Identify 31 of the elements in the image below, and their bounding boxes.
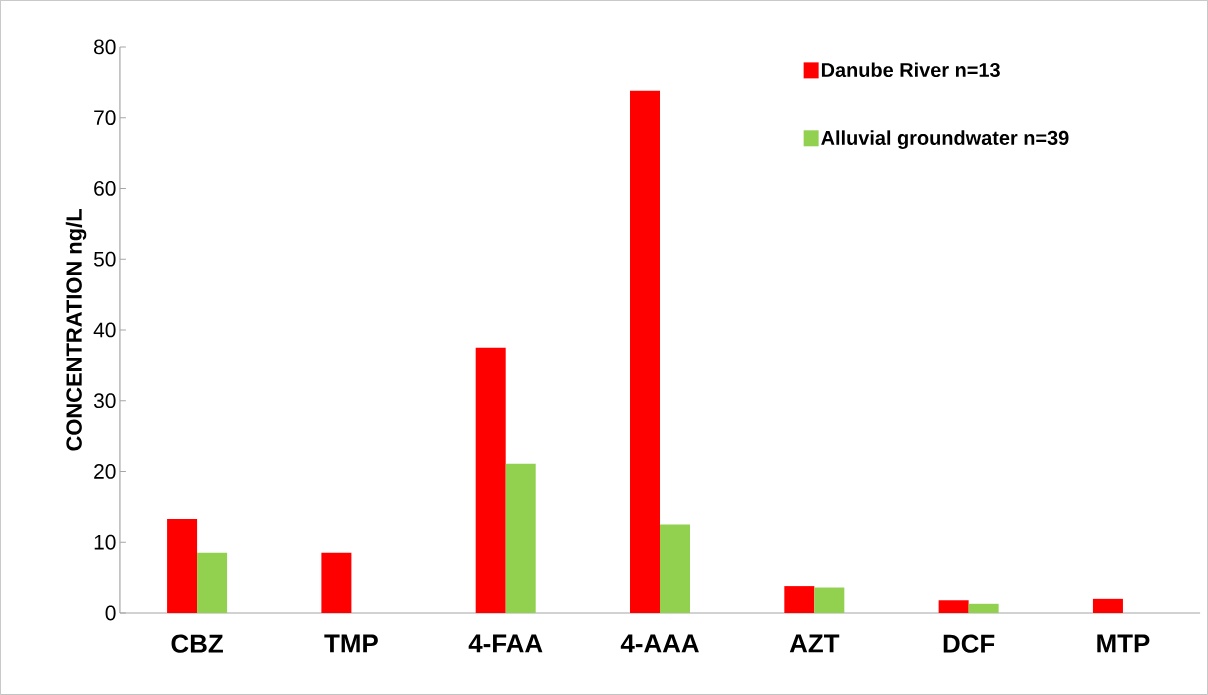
y-tick-label: 20 <box>94 464 116 479</box>
bar <box>938 600 969 614</box>
bar <box>475 347 506 614</box>
y-tick-label: 10 <box>94 534 116 550</box>
bar <box>197 552 228 614</box>
bar <box>660 524 691 614</box>
bar <box>630 90 661 614</box>
x-tick-label: TMP <box>324 634 378 653</box>
x-tick-label: AZT <box>789 634 840 653</box>
y-tick-label: 30 <box>93 393 116 409</box>
y-tick-label: 60 <box>94 181 116 196</box>
x-tick-label: DCF <box>943 634 995 653</box>
x-tick-label: MTP <box>1097 634 1150 653</box>
bar <box>1092 598 1123 614</box>
x-tick-label: CBZ <box>171 634 223 653</box>
x-tick-label: 4-AAA <box>620 634 699 653</box>
bar <box>505 463 536 614</box>
legend-label: Danube River n=13 <box>821 62 1000 78</box>
legend-label: Alluvial groundwater n=39 <box>821 130 1069 150</box>
y-tick-label: 50 <box>93 251 116 267</box>
bar <box>814 587 845 614</box>
y-tick-label: 70 <box>94 110 116 126</box>
bar <box>784 586 815 614</box>
y-tick-label: 40 <box>93 322 116 338</box>
y-tick-label: 0 <box>105 605 116 621</box>
bar <box>321 552 352 614</box>
bar <box>167 518 198 614</box>
bar <box>968 603 999 614</box>
x-tick-label: 4-FAA <box>468 634 543 653</box>
y-axis-title: CONCENTRATION ng/L <box>65 209 87 451</box>
y-tick-label: 80 <box>94 39 116 55</box>
